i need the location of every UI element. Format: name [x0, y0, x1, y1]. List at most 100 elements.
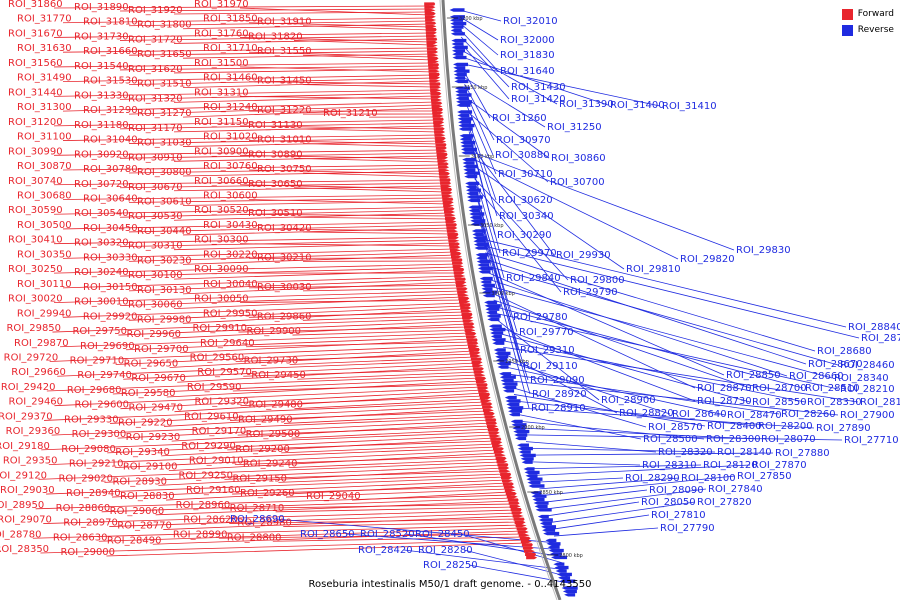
forward-leader-line — [106, 542, 527, 557]
scale-tick-label: 3100 kbp — [471, 154, 495, 160]
reverse-feature — [543, 531, 560, 536]
forward-feature — [498, 466, 510, 470]
forward-feature — [483, 412, 495, 416]
reverse-leader-line — [533, 464, 702, 470]
reverse-leader-line — [537, 477, 624, 483]
forward-leader-line — [229, 518, 519, 524]
reverse-feature — [525, 474, 538, 478]
reverse-roi-label: ROI_28460 — [840, 360, 895, 371]
forward-roi-label: ROI_31910 — [257, 17, 312, 28]
reverse-feature — [474, 246, 488, 250]
forward-feature — [468, 344, 480, 348]
forward-leader-line — [40, 539, 526, 554]
reverse-roi-label: ROI_27850 — [737, 471, 792, 482]
forward-leader-line — [302, 314, 467, 321]
forward-feature — [470, 357, 482, 361]
forward-leader-line — [182, 53, 433, 59]
forward-feature — [426, 34, 438, 38]
forward-feature — [441, 191, 453, 195]
forward-leader-line — [248, 169, 444, 175]
forward-feature — [461, 312, 473, 316]
reverse-feature — [481, 287, 493, 291]
reverse-feature — [520, 457, 534, 461]
forward-feature — [477, 386, 489, 390]
forward-roi-label: ROI_29030 — [0, 485, 55, 496]
forward-feature — [464, 325, 476, 329]
forward-feature — [494, 453, 506, 457]
forward-roi-label: ROI_31030 — [137, 138, 192, 149]
forward-roi-label: ROI_31850 — [203, 14, 258, 25]
reverse-leader-line — [501, 340, 806, 403]
forward-roi-label: ROI_30510 — [248, 208, 303, 219]
forward-roi-label: ROI_30720 — [74, 179, 129, 190]
reverse-roi-label: ROI_28840 — [848, 322, 900, 333]
reverse-feature — [453, 72, 467, 77]
forward-feature — [452, 264, 464, 268]
forward-leader-line — [246, 341, 473, 348]
reverse-roi-label: ROI_28670 — [808, 359, 863, 370]
reverse-leader-line — [545, 488, 707, 510]
feature-glyphs — [424, 2, 578, 597]
legend-label-reverse: Reverse — [857, 25, 894, 35]
forward-feature — [501, 479, 513, 483]
forward-leader-line — [302, 287, 462, 292]
reverse-feature — [454, 86, 470, 90]
forward-leader-line — [128, 137, 440, 144]
forward-leader-line — [284, 413, 489, 424]
reverse-leader-line — [522, 427, 760, 440]
forward-leader-line — [117, 419, 491, 439]
reverse-feature — [465, 181, 480, 186]
forward-roi-label: ROI_28770 — [117, 521, 172, 532]
forward-leader-line — [239, 213, 450, 217]
forward-roi-label: ROI_28860 — [56, 503, 111, 514]
leader-lines — [32, 5, 860, 584]
forward-feature — [434, 133, 446, 137]
forward-feature — [429, 76, 441, 80]
reverse-roi-label: ROI_30620 — [498, 195, 553, 206]
reverse-feature — [518, 450, 531, 454]
reverse-leader-line — [469, 138, 501, 254]
reverse-leader-line — [487, 265, 839, 366]
forward-feature — [475, 376, 487, 380]
forward-feature — [453, 268, 465, 272]
forward-leader-line — [53, 290, 462, 303]
forward-feature — [436, 152, 448, 156]
forward-roi-label: ROI_29720 — [4, 353, 59, 364]
forward-feature — [438, 168, 450, 172]
forward-leader-line — [239, 7, 430, 16]
forward-roi-label: ROI_29480 — [248, 400, 303, 411]
forward-roi-label: ROI_30800 — [137, 167, 192, 178]
reverse-roi-label: ROI_27710 — [844, 435, 899, 446]
forward-leader-line — [128, 278, 460, 292]
reverse-roi-label: ROI_31430 — [511, 82, 566, 93]
reverse-feature — [466, 188, 482, 192]
forward-roi-label: ROI_29940 — [17, 308, 72, 319]
forward-feature — [480, 399, 492, 403]
forward-leader-line — [128, 77, 435, 86]
forward-leader-line — [297, 371, 479, 380]
forward-feature — [424, 8, 436, 12]
forward-roi-label: ROI_31320 — [128, 93, 183, 104]
forward-feature — [433, 124, 445, 128]
reverse-feature — [462, 164, 478, 169]
forward-leader-line — [302, 54, 433, 61]
forward-feature — [495, 456, 507, 460]
reverse-feature — [493, 348, 506, 352]
forward-roi-label: ROI_30990 — [8, 146, 63, 157]
roi-labels: ROI_31860 ROI_31890 ROI_31920ROI_31970ROI_… — [0, 0, 900, 571]
reverse-leader-line — [529, 452, 774, 456]
forward-feature — [513, 517, 525, 521]
reverse-roi-label: ROI_28900 — [601, 395, 656, 406]
forward-leader-line — [278, 473, 506, 483]
forward-feature — [427, 56, 439, 60]
forward-feature — [454, 277, 466, 281]
forward-leader-line — [54, 386, 483, 407]
reverse-feature — [462, 161, 475, 165]
forward-roi-label: ROI_30110 — [17, 279, 72, 290]
forward-leader-line — [227, 440, 496, 451]
reverse-roi-label: ROI_29110 — [523, 361, 578, 372]
reverse-leader-line — [510, 380, 839, 416]
forward-feature — [482, 405, 494, 409]
reverse-feature — [508, 412, 520, 417]
forward-leader-line — [104, 464, 503, 483]
